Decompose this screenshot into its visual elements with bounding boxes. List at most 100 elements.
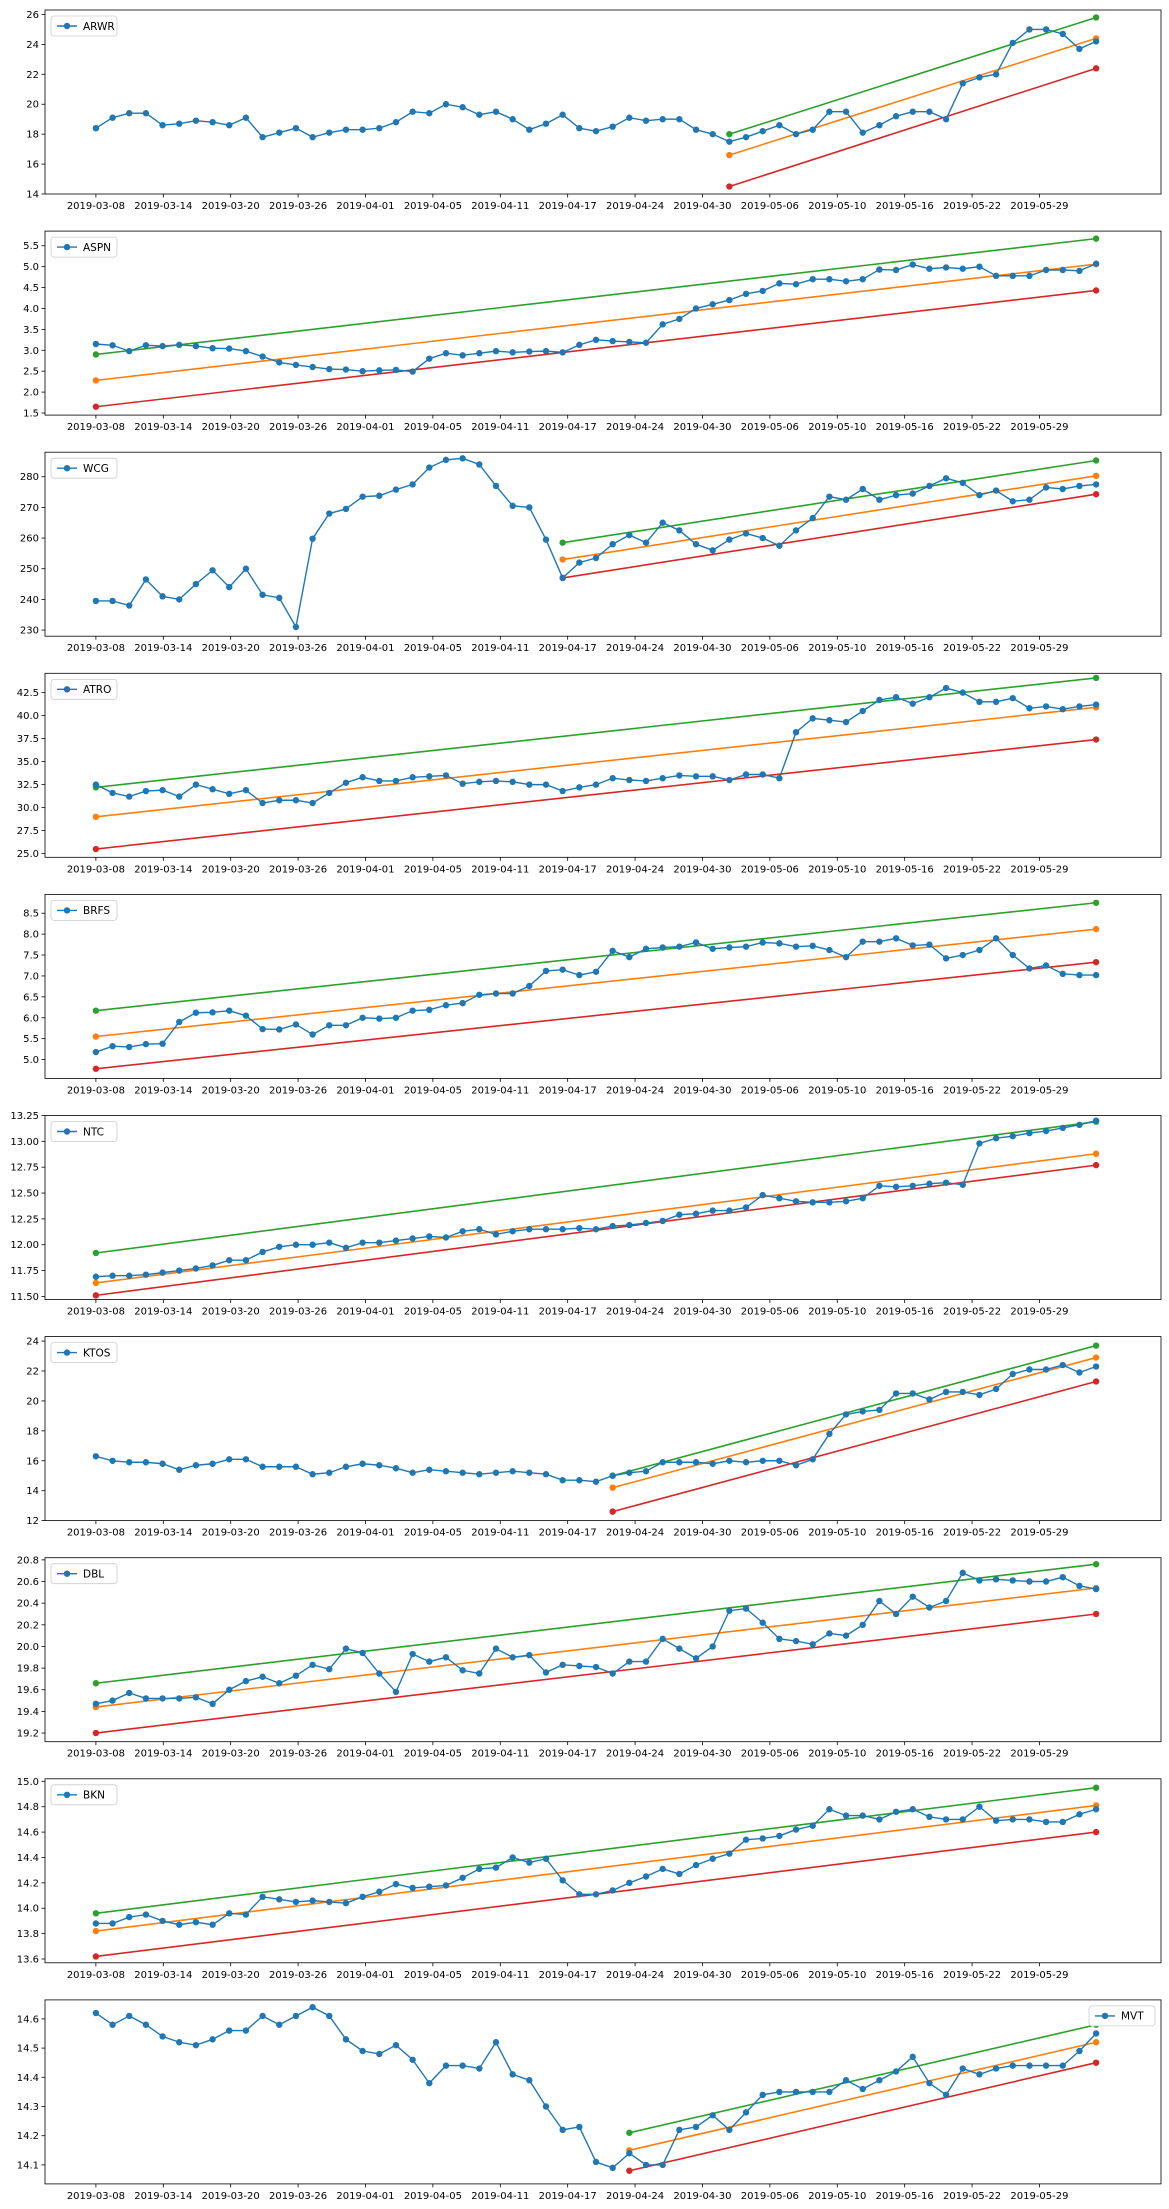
data-point — [659, 1459, 666, 1466]
data-point — [226, 583, 233, 591]
data-point — [1092, 971, 1100, 979]
trend-line-upper — [95, 1120, 1097, 1254]
x-tick-label: 2019-05-29 — [1010, 422, 1068, 433]
data-point — [626, 953, 633, 961]
data-point — [459, 352, 466, 359]
data-point — [892, 491, 900, 499]
x-tick-label: 2019-03-08 — [67, 201, 125, 212]
data-point — [509, 990, 516, 997]
data-point — [892, 1808, 900, 1815]
data-point — [576, 1477, 583, 1484]
data-point — [476, 778, 483, 786]
data-point — [826, 1630, 833, 1637]
data-point — [626, 531, 633, 539]
data-point — [976, 946, 983, 954]
data-point — [492, 1231, 500, 1238]
data-point — [842, 1812, 850, 1819]
y-tick-label: 14.2 — [17, 2131, 39, 2142]
data-point — [559, 787, 566, 795]
y-tick-label: 12.50 — [10, 1189, 39, 1200]
legend-label: KTOS — [83, 1347, 111, 1359]
data-point — [842, 2077, 850, 2084]
data-point — [592, 781, 600, 788]
data-point — [976, 1140, 983, 1147]
data-point — [876, 266, 883, 273]
x-tick-label: 2019-03-26 — [269, 201, 327, 212]
x-tick-label: 2019-04-17 — [539, 2191, 597, 2202]
data-point — [426, 1233, 433, 1240]
data-point — [342, 1899, 350, 1907]
trend-line-upper — [95, 237, 1097, 356]
data-point — [1042, 26, 1050, 33]
data-point — [309, 1031, 316, 1038]
data-point — [342, 1463, 350, 1470]
data-point — [292, 1021, 300, 1028]
data-point — [742, 290, 750, 298]
trend-endpoint-mid — [1092, 1150, 1100, 1157]
data-point — [409, 1469, 416, 1476]
data-point — [376, 367, 383, 374]
legend-label: NTC — [83, 1126, 104, 1138]
data-point — [442, 772, 450, 779]
legend-label: ASPN — [83, 242, 111, 254]
x-tick-label: 2019-05-22 — [943, 1307, 1001, 1318]
data-point — [392, 777, 400, 785]
data-point — [192, 342, 200, 350]
data-point — [176, 1267, 183, 1274]
data-point — [92, 1048, 100, 1056]
x-tick-label: 2019-04-01 — [336, 2191, 394, 2202]
data-point — [759, 1835, 766, 1842]
data-point — [559, 1877, 566, 1884]
x-tick-label: 2019-04-30 — [673, 422, 731, 433]
data-point — [209, 118, 216, 126]
data-point — [159, 1460, 166, 1467]
data-point — [559, 111, 566, 118]
data-point — [526, 982, 533, 990]
data-point — [509, 502, 516, 510]
trend-endpoint-lower — [92, 1729, 100, 1737]
data-point — [276, 1026, 283, 1033]
data-point — [676, 1870, 683, 1878]
data-point — [609, 541, 616, 548]
data-point — [542, 1855, 550, 1862]
data-point — [576, 559, 583, 566]
x-tick-label: 2019-03-20 — [202, 1307, 260, 1318]
x-tick-label: 2019-05-29 — [1010, 1307, 1068, 1318]
x-tick-label: 2019-05-06 — [741, 1085, 799, 1096]
trend-line-lower — [95, 738, 1097, 850]
data-point — [742, 771, 750, 778]
data-point — [592, 1478, 600, 1485]
data-point — [1042, 1578, 1050, 1585]
data-point — [276, 1243, 283, 1250]
chart-panel-mvt: 14.1 14.2 14.3 14.4 14.5 14.6 2019-03-08 2019-0… — [17, 1999, 1162, 2202]
data-point — [1092, 1117, 1100, 1124]
data-point — [459, 104, 466, 111]
data-point — [776, 121, 783, 129]
data-point — [259, 2012, 266, 2020]
data-point — [176, 596, 183, 603]
data-point — [376, 1015, 383, 1022]
data-point — [976, 1803, 983, 1810]
data-point — [859, 2085, 866, 2093]
data-point — [476, 1865, 483, 1873]
x-tick-label: 2019-05-06 — [741, 1970, 799, 1981]
data-point — [842, 1411, 850, 1418]
x-tick-label: 2019-03-14 — [134, 422, 192, 433]
data-point — [592, 1226, 600, 1233]
data-point — [709, 301, 716, 308]
data-point — [209, 1262, 216, 1269]
data-point — [409, 1884, 416, 1892]
data-point — [959, 265, 966, 272]
x-tick-label: 2019-04-11 — [471, 422, 529, 433]
trend-endpoint-upper — [559, 539, 566, 546]
data-point — [776, 280, 783, 287]
data-point — [626, 2150, 633, 2157]
legend-marker — [63, 686, 71, 693]
data-point — [192, 117, 200, 124]
data-point — [1042, 266, 1050, 274]
data-point — [126, 1043, 133, 1051]
data-point — [176, 793, 183, 800]
x-tick-label: 2019-04-30 — [673, 1085, 731, 1096]
axes-frame — [44, 451, 1162, 637]
x-tick-label: 2019-05-29 — [1010, 1528, 1068, 1539]
